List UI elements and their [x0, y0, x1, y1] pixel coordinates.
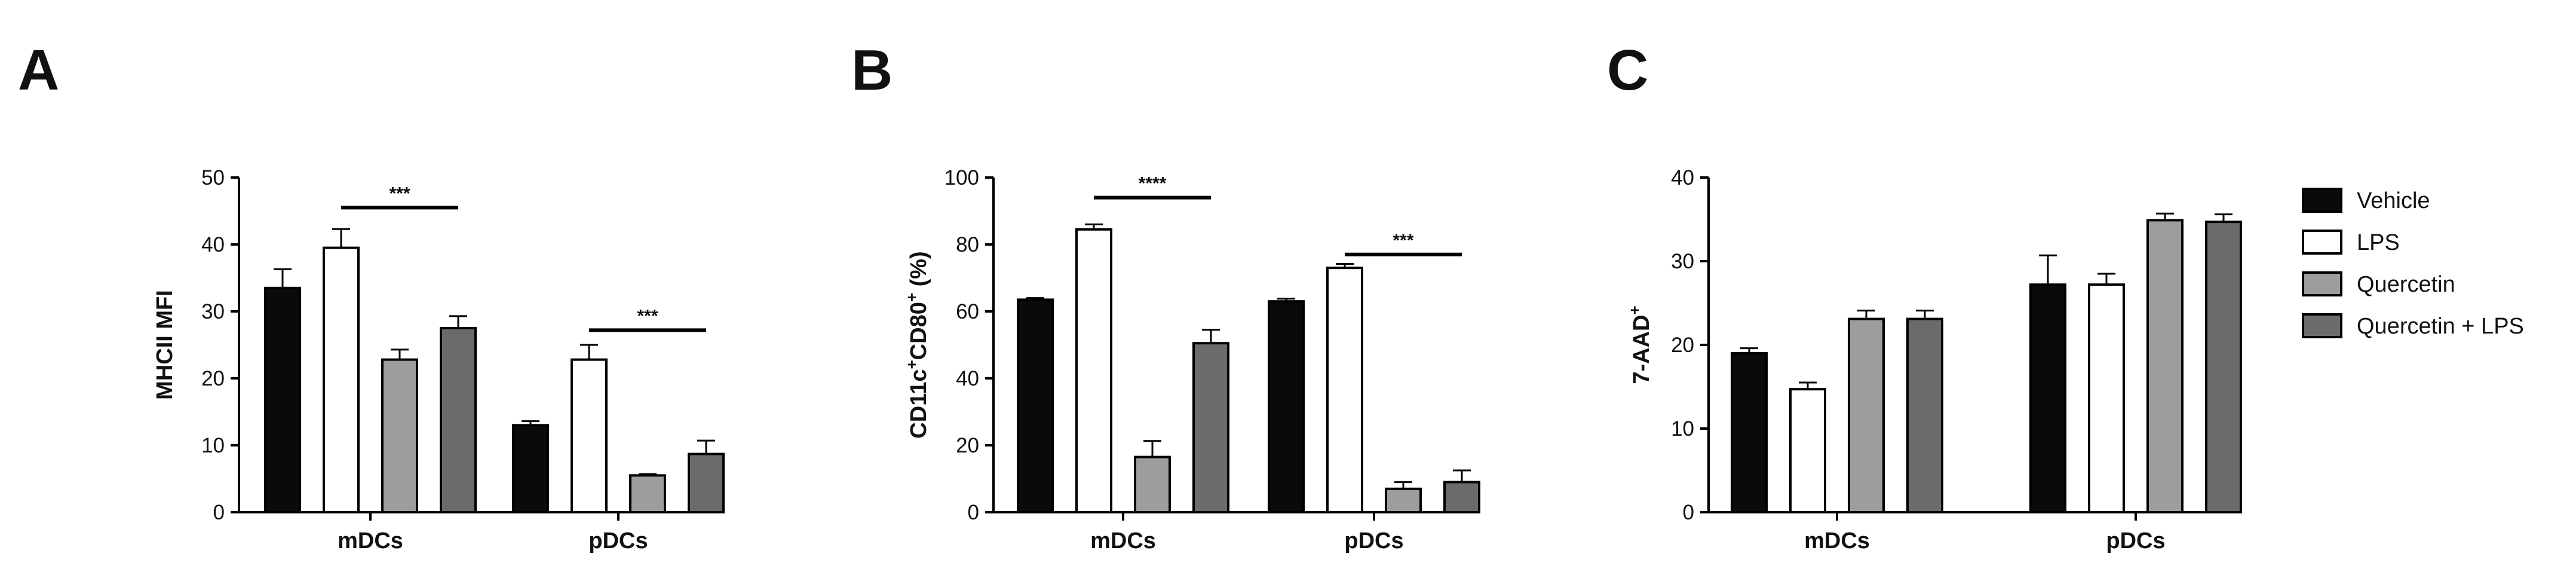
y-tick-label-a-50: 50 [201, 166, 225, 189]
x-tick-label-b-mdcs: mDCs [1090, 528, 1156, 553]
y-axis-label-c: 7-AAD+ [1626, 305, 1654, 384]
bar-b-quercetin-lps-mdcs [1192, 342, 1229, 513]
bar-b-lps-pdcs [1326, 267, 1363, 513]
y-tick-label-a-30: 30 [201, 300, 225, 323]
y-tick-label-b-40: 40 [956, 367, 979, 390]
bar-a-vehicle-pdcs [512, 424, 549, 514]
panel-letter-b: B [851, 38, 893, 102]
bar-c-quercetin-pdcs [2146, 219, 2184, 513]
bar-c-quercetin-lps-pdcs [2205, 221, 2242, 513]
bar-a-lps-mdcs [323, 246, 360, 513]
bar-c-quercetin-lps-mdcs [1906, 317, 1943, 513]
significance-label-b-0: **** [1139, 174, 1167, 194]
x-tick-label-a-pdcs: pDCs [588, 528, 648, 553]
y-tick-label-b-20: 20 [956, 434, 979, 457]
y-tick-label-b-60: 60 [956, 300, 979, 323]
y-axis-label-b: CD11c+CD80+ (%) [903, 251, 931, 438]
legend-swatch-quercetin [2302, 271, 2342, 296]
legend-swatch-lps [2302, 230, 2342, 255]
y-tick-label-c-20: 20 [1671, 334, 1694, 357]
bar-a-vehicle-mdcs [264, 286, 301, 513]
legend-label-quercetin: Quercetin [2357, 272, 2455, 297]
y-tick-label-b-0: 0 [968, 501, 979, 524]
bar-a-quercetin-pdcs [629, 474, 666, 514]
x-tick-label-c-pdcs: pDCs [2106, 528, 2165, 553]
bar-c-lps-mdcs [1789, 388, 1826, 514]
legend-label-quercetin-lps: Quercetin + LPS [2357, 314, 2524, 339]
y-tick-label-c-30: 30 [1671, 250, 1694, 273]
bar-b-quercetin-mdcs [1134, 455, 1171, 513]
y-tick-label-b-80: 80 [956, 233, 979, 256]
bar-b-vehicle-pdcs [1268, 300, 1305, 513]
legend-swatch-quercetin-lps [2302, 313, 2342, 338]
panel-c-chart: 0 10 20 30 40 mDCs pDCs 7-AAD+ [1626, 166, 2242, 553]
y-tick-label-a-20: 20 [201, 367, 225, 390]
y-tick-label-c-10: 10 [1671, 417, 1694, 441]
bar-c-lps-pdcs [2088, 283, 2125, 513]
x-tick-label-a-mdcs: mDCs [338, 528, 403, 553]
bar-a-quercetin-mdcs [381, 358, 418, 514]
y-tick-label-a-40: 40 [201, 233, 225, 256]
y-tick-label-a-0: 0 [213, 501, 225, 524]
bar-b-lps-mdcs [1075, 228, 1112, 513]
bar-b-quercetin-pdcs [1385, 487, 1422, 513]
legend-label-lps: LPS [2357, 230, 2400, 255]
bar-a-quercetin-lps-pdcs [688, 452, 725, 513]
significance-label-b-1: *** [1393, 231, 1413, 250]
legend-label-vehicle: Vehicle [2357, 188, 2430, 213]
bar-b-quercetin-lps-pdcs [1443, 481, 1480, 513]
x-tick-label-c-mdcs: mDCs [1804, 528, 1870, 553]
bar-c-vehicle-pdcs [2029, 283, 2066, 513]
bar-c-vehicle-mdcs [1731, 352, 1768, 513]
bar-c-quercetin-mdcs [1848, 317, 1885, 513]
significance-label-a-0: *** [389, 183, 410, 203]
bar-a-lps-pdcs [571, 358, 608, 514]
bar-a-quercetin-lps-mdcs [440, 327, 477, 513]
panel-a-chart: 0 10 20 30 40 50 mDCs pDCs MHCII MFI *** *** [152, 166, 725, 553]
y-tick-label-c-0: 0 [1683, 501, 1694, 524]
legend-swatch-vehicle [2302, 188, 2342, 213]
y-axis-label-a: MHCII MFI [152, 290, 177, 400]
legend: Vehicle LPS Quercetin Quercetin + LPS [2302, 188, 2524, 339]
y-tick-label-c-40: 40 [1671, 166, 1694, 189]
x-tick-label-b-pdcs: pDCs [1344, 528, 1403, 553]
panel-letter-c: C [1607, 38, 1648, 102]
y-tick-label-b-100: 100 [944, 166, 979, 189]
panel-letter-a: A [18, 38, 59, 102]
significance-label-a-1: *** [637, 306, 658, 326]
bar-b-vehicle-mdcs [1017, 298, 1054, 513]
y-tick-label-a-10: 10 [201, 434, 225, 457]
